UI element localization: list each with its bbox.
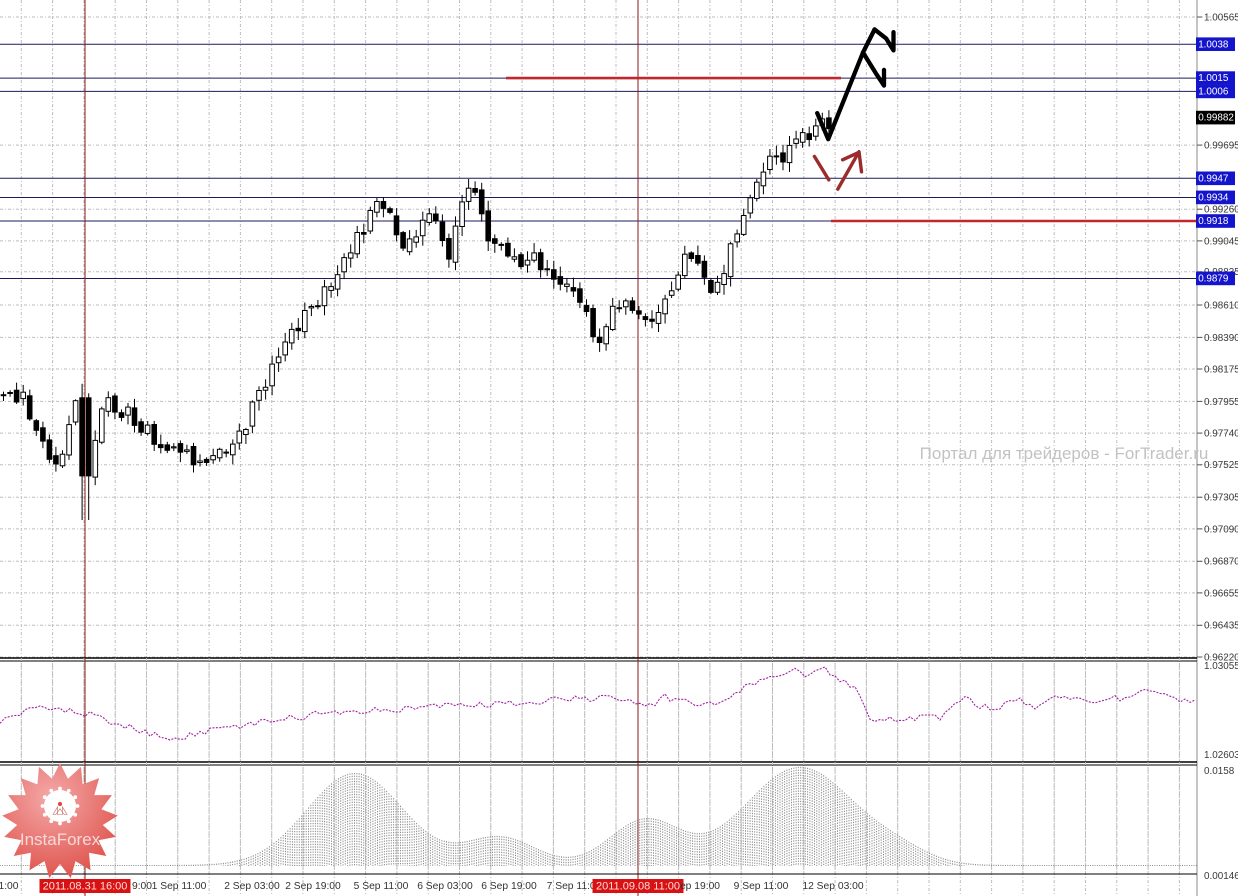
svg-text:1 Sep 11:00: 1 Sep 11:00 — [152, 881, 207, 892]
svg-text:Портал для трейдеров - ForTrad: Портал для трейдеров - ForTrader.ru — [920, 444, 1209, 463]
svg-text:2 Sep 19:00: 2 Sep 19:00 — [285, 881, 341, 892]
svg-text:0.97955: 0.97955 — [1204, 397, 1238, 408]
svg-text:0.9934: 0.9934 — [1198, 193, 1229, 204]
svg-text:0.00146: 0.00146 — [1204, 871, 1238, 882]
svg-text:0.97525: 0.97525 — [1204, 460, 1238, 471]
svg-text:0.98610: 0.98610 — [1204, 300, 1238, 311]
svg-text:1.0015: 1.0015 — [1198, 73, 1229, 84]
svg-text:0.98390: 0.98390 — [1204, 333, 1238, 344]
svg-text:1.03055: 1.03055 — [1204, 661, 1238, 672]
svg-text:2011.09.08 11:00: 2011.09.08 11:00 — [596, 881, 680, 893]
svg-text:1.00565: 1.00565 — [1204, 12, 1238, 23]
svg-text:11:00: 11:00 — [0, 881, 19, 892]
svg-text:6 Sep 03:00: 6 Sep 03:00 — [417, 881, 473, 892]
svg-text:0.99882: 0.99882 — [1198, 113, 1234, 124]
svg-text:1.0038: 1.0038 — [1198, 39, 1229, 50]
svg-text:0.97740: 0.97740 — [1204, 429, 1238, 440]
svg-text:0.99695: 0.99695 — [1204, 141, 1238, 152]
svg-text:0.9918: 0.9918 — [1198, 216, 1229, 227]
svg-text:0.0158: 0.0158 — [1204, 766, 1235, 777]
svg-text:InstaForex: InstaForex — [20, 830, 101, 849]
svg-text:5 Sep 11:00: 5 Sep 11:00 — [354, 881, 409, 892]
svg-text:2011.08.31 16:00: 2011.08.31 16:00 — [43, 881, 128, 893]
svg-text:9:00: 9:00 — [132, 881, 152, 892]
svg-text:9 Sep 11:00: 9 Sep 11:00 — [734, 881, 789, 892]
svg-text:0.99045: 0.99045 — [1204, 236, 1238, 247]
svg-text:0.97090: 0.97090 — [1204, 524, 1238, 535]
svg-text:ep 19:00: ep 19:00 — [680, 881, 720, 892]
svg-text:0.9947: 0.9947 — [1198, 173, 1228, 184]
svg-text:6 Sep 19:00: 6 Sep 19:00 — [481, 881, 537, 892]
svg-text:0.97305: 0.97305 — [1204, 493, 1238, 504]
svg-text:2 Sep 03:00: 2 Sep 03:00 — [224, 881, 280, 892]
svg-text:12 Sep 03:00: 12 Sep 03:00 — [802, 881, 864, 892]
svg-text:0.98175: 0.98175 — [1204, 364, 1238, 375]
svg-text:0.96655: 0.96655 — [1204, 588, 1238, 599]
svg-text:0.99260: 0.99260 — [1204, 205, 1238, 216]
svg-text:1.02603: 1.02603 — [1204, 750, 1238, 761]
svg-text:1.0006: 1.0006 — [1198, 87, 1229, 98]
svg-text:0.96435: 0.96435 — [1204, 621, 1238, 632]
svg-text:0.9879: 0.9879 — [1198, 274, 1229, 285]
svg-text:0.96870: 0.96870 — [1204, 557, 1238, 568]
